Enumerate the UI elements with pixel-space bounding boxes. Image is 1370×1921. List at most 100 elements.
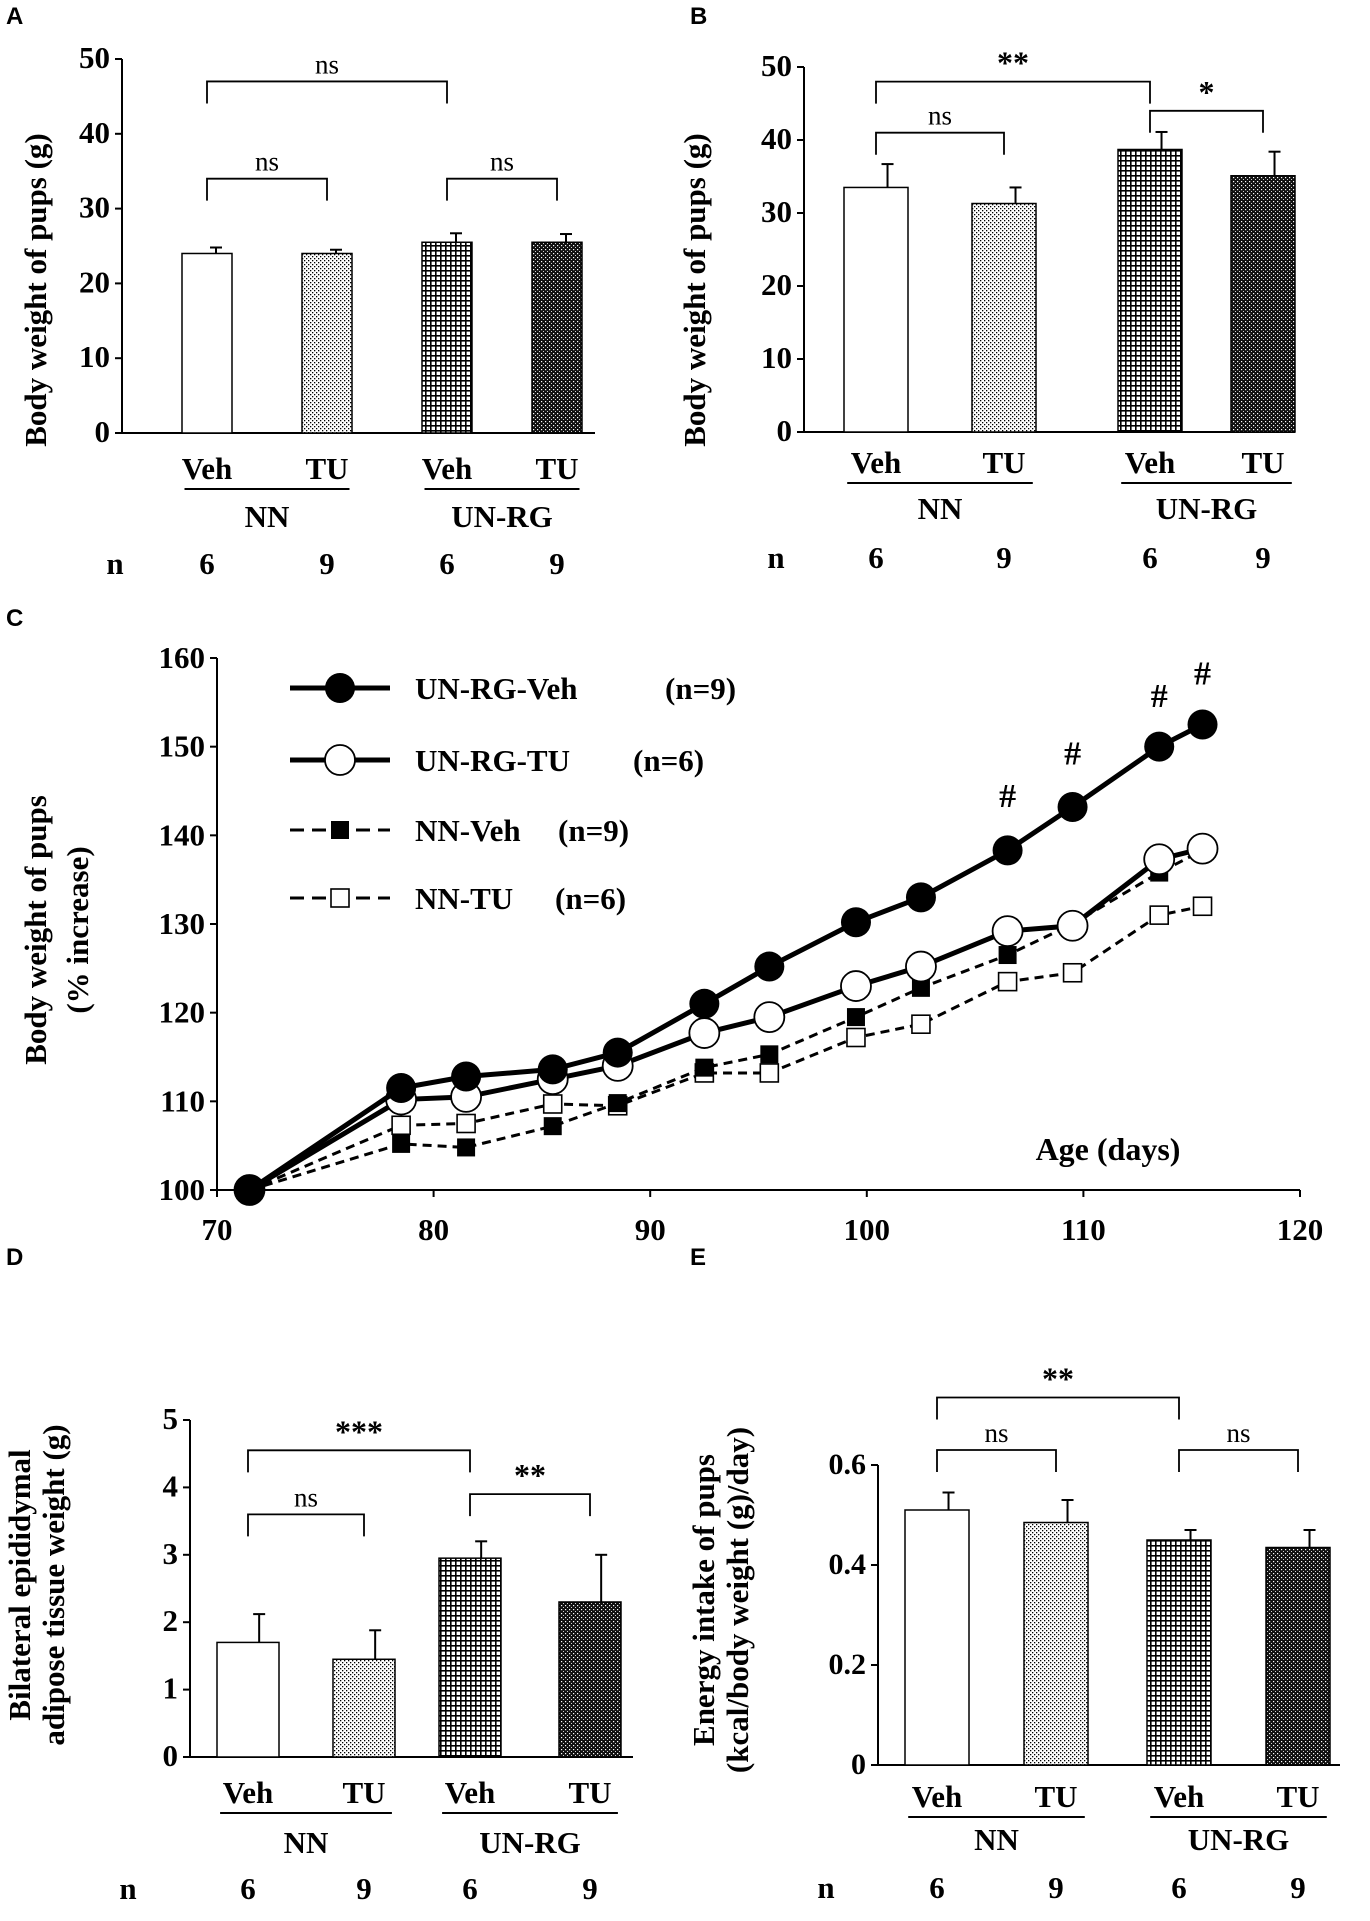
y-tick-label: 10 (79, 339, 110, 374)
category-label: TU (1276, 1779, 1319, 1814)
significance-hash: # (1064, 735, 1081, 772)
y-tick-label: 10 (761, 340, 792, 375)
category-label: Veh (182, 451, 233, 486)
legend-label: NN-Veh (415, 813, 521, 848)
category-label: TU (568, 1775, 611, 1810)
significance-bracket (469, 1493, 591, 1517)
data-point-NN-Veh (760, 1045, 779, 1064)
data-point-UN-RG-TU (840, 970, 872, 1002)
data-point-UN-RG-TU (1143, 843, 1176, 876)
data-point-NN-TU (1062, 962, 1083, 983)
bar-NN-TU (332, 1658, 396, 1758)
n-value: 9 (319, 546, 335, 581)
y-tick-label: 20 (79, 264, 110, 299)
y-tick-label: 0 (777, 413, 793, 448)
bar-UN-RG-TU (558, 1601, 622, 1758)
category-label: Veh (422, 451, 473, 486)
significance-label: ** (514, 1457, 546, 1493)
data-point-UN-RG-Veh (234, 1175, 265, 1205)
significance-hash: # (1151, 678, 1168, 715)
significance-label: ** (1042, 1361, 1074, 1397)
significance-bracket (1178, 1449, 1299, 1472)
significance-label: ns (1226, 1418, 1250, 1448)
bar-NN-TU (971, 202, 1037, 433)
significance-bracket (875, 80, 1151, 104)
y-tick-label: 1 (163, 1671, 179, 1706)
n-value: 6 (199, 546, 215, 581)
y-tick-label: 0.6 (829, 1448, 867, 1481)
bar-NN-Veh (181, 252, 233, 434)
data-point-NN-Veh (457, 1138, 476, 1157)
category-label: TU (305, 451, 348, 486)
category-label: TU (982, 445, 1025, 480)
data-point-NN-Veh (911, 978, 930, 997)
group-label: UN-RG (479, 1825, 581, 1860)
y-axis-label-line2: adipose tissue weight (g) (36, 1424, 71, 1745)
panel-c-chart: 100 110 120 130 140 150 160 70 80 90 100 110 120 Body… (18, 640, 1323, 1247)
category-label: Veh (851, 445, 902, 480)
data-point-NN-TU (542, 1094, 563, 1114)
n-value: 6 (929, 1870, 945, 1905)
significance-label: * (1199, 74, 1215, 110)
y-tick-label: 30 (79, 190, 110, 225)
x-tick-label: 120 (1277, 1212, 1324, 1247)
bar-UN-RG-Veh (421, 241, 473, 434)
data-point-NN-Veh (846, 1008, 865, 1027)
y-tick-label: 0 (163, 1738, 179, 1773)
significance-label: ns (928, 101, 952, 131)
panel-label-d: D (6, 1244, 23, 1271)
n-value: 6 (240, 1871, 256, 1906)
significance-label: ns (984, 1418, 1008, 1448)
bar-UN-RG-TU (531, 241, 583, 434)
significance-label: ** (997, 45, 1029, 81)
data-point-NN-TU (391, 1115, 411, 1136)
legend-marker (331, 821, 349, 839)
x-tick-label: 100 (844, 1212, 891, 1247)
n-value: 9 (582, 1871, 598, 1906)
data-point-UN-RG-Veh (840, 907, 871, 938)
group-label: UN-RG (1156, 491, 1258, 526)
data-point-NN-TU (456, 1113, 476, 1134)
category-label: Veh (445, 1775, 496, 1810)
y-tick-label: 4 (163, 1468, 179, 1503)
data-point-UN-RG-Veh (602, 1037, 633, 1068)
bar-UN-RG-Veh (1146, 1539, 1212, 1766)
bar-NN-Veh (216, 1641, 280, 1758)
panel-label-e: E (690, 1244, 706, 1271)
y-tick-label: 150 (159, 729, 206, 764)
data-point-NN-Veh (608, 1094, 627, 1113)
panel-a-chart: 0 10 20 30 40 50 Body weight of pups (g) Veh 6 TU… (18, 40, 595, 581)
y-axis-label: Bilateral epididymal (2, 1449, 37, 1721)
data-point-UN-RG-Veh (992, 835, 1023, 866)
y-axis-label-line2: (% increase) (60, 846, 95, 1013)
n-value: 9 (1255, 540, 1271, 575)
panel-label-c: C (6, 605, 23, 632)
y-tick-label: 160 (159, 640, 206, 675)
y-tick-label: 40 (761, 121, 792, 156)
x-tick-label: 80 (418, 1212, 449, 1247)
n-value: 9 (1290, 1870, 1306, 1905)
bar-UN-RG-Veh (1117, 148, 1183, 433)
group-label: NN (284, 1825, 329, 1860)
category-label: TU (535, 451, 578, 486)
category-label: TU (1034, 1779, 1077, 1814)
n-label: n (106, 546, 123, 581)
n-value: 6 (462, 1871, 478, 1906)
y-tick-label: 20 (761, 267, 792, 302)
bar-UN-RG-TU (1265, 1546, 1331, 1766)
x-tick-label: 70 (202, 1212, 233, 1247)
n-label: n (767, 540, 784, 575)
panel-d-chart: 0 1 2 3 4 5 Bilateral epididymal adipose tissue… (2, 1401, 633, 1906)
n-value: 9 (549, 546, 565, 581)
legend-n: (n=6) (555, 881, 626, 916)
n-value: 6 (868, 540, 884, 575)
significance-bracket (206, 80, 448, 104)
data-point-NN-TU (1192, 896, 1213, 917)
data-point-UN-RG-Veh (1187, 709, 1218, 740)
y-tick-label: 3 (163, 1536, 179, 1571)
legend-n: (n=9) (665, 671, 736, 706)
data-point-UN-RG-Veh (905, 882, 936, 913)
bar-NN-TU (1023, 1521, 1089, 1766)
group-label: NN (974, 1822, 1019, 1857)
significance-label: ns (490, 147, 514, 177)
